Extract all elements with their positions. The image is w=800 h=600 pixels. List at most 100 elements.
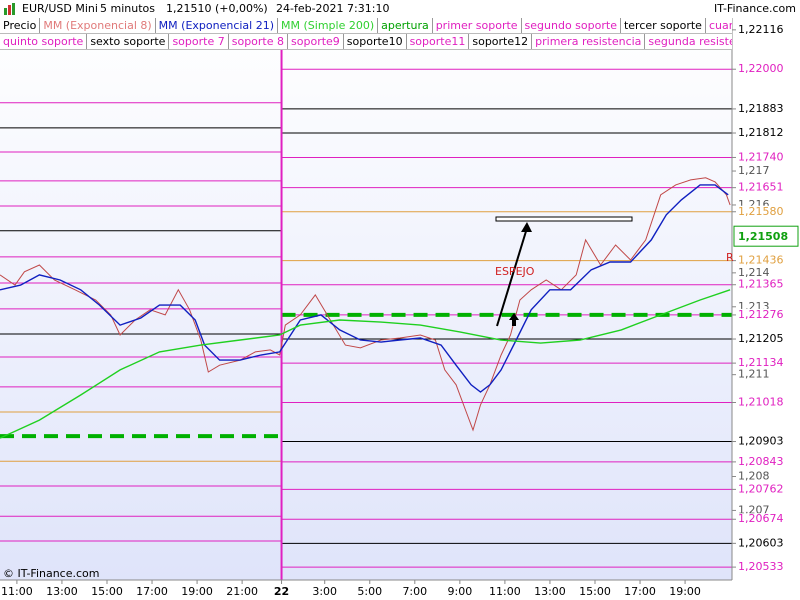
legend-entry: soporte 7 (169, 34, 229, 49)
level-label-bg (734, 278, 784, 291)
level-label: 1,20533 (738, 560, 784, 573)
last-quote: 1,21510 (+0,00%) (166, 2, 268, 15)
legend-entry: quinto soporte (0, 34, 88, 49)
symbol: EUR/USD Mini (22, 2, 98, 15)
legend-row: quinto soporte sexto soporte soporte 7 sopo… (0, 34, 732, 50)
legend-row: Precio MM (Exponencial 8) MM (Exponencial … (0, 18, 732, 34)
x-tick-label: 5:00 (357, 585, 382, 598)
level-label: 1,22116 (738, 23, 784, 36)
x-tick-label: 22 (274, 585, 289, 598)
legend-entry: segundo soporte (522, 18, 621, 33)
annotation: R (726, 251, 734, 264)
level-label-bg (734, 561, 784, 574)
site: IT-Finance.com (714, 2, 796, 15)
icon (4, 3, 15, 15)
series-line (0, 177, 731, 432)
legend-entry: soporte12 (469, 34, 533, 49)
level-label-bg (734, 181, 784, 194)
level-label: 1,20674 (738, 512, 784, 525)
x-tick-label: 15:00 (91, 585, 123, 598)
level-label: 1,21812 (738, 126, 784, 139)
legend-entry: primer soporte (433, 18, 522, 33)
level-label: 1,20762 (738, 482, 784, 495)
mirror-box (495, 216, 633, 222)
x-tick-label: 11:00 (1, 585, 33, 598)
level-label-bg (734, 308, 784, 321)
level-label-bg (734, 333, 784, 346)
legend-entry: primera resistencia (532, 34, 646, 49)
x-tick-label: 11:00 (489, 585, 521, 598)
level-label-bg (734, 102, 784, 115)
level-label-bg (734, 483, 784, 496)
level-label-bg (734, 23, 784, 36)
watermark: © IT-Finance.com (3, 567, 100, 580)
x-tick-label: 17:00 (136, 585, 168, 598)
x-tick-label: 19:00 (181, 585, 213, 598)
level-label: 1,21740 (738, 150, 784, 163)
last-price-box (733, 225, 799, 247)
level-label-bg (734, 455, 784, 468)
last-price-label: 1,21508 (738, 230, 788, 243)
y-tick-label: 1,214 (738, 266, 770, 279)
level-label: 1,21018 (738, 395, 784, 408)
level-label-bg (734, 357, 784, 370)
level-label-bg (734, 537, 784, 550)
level-label: 1,20903 (738, 435, 784, 448)
level-label-bg (734, 513, 784, 526)
x-tick-label: 13:00 (46, 585, 78, 598)
legend-entry: MM (Simple 200) (278, 18, 379, 33)
level-label: 1,21365 (738, 278, 784, 291)
datetime: 24-feb-2021 7:31:10 (276, 2, 390, 15)
level-label: 1,21580 (738, 205, 784, 218)
interval: 5 minutos (100, 2, 155, 15)
level-label: 1,20843 (738, 455, 784, 468)
price-axis-panel (732, 0, 800, 600)
x-tick-label: 13:00 (534, 585, 566, 598)
legend-entry: sexto soporte (87, 34, 170, 49)
x-tick-label: 9:00 (447, 585, 472, 598)
y-tick-label: 1,217 (738, 164, 770, 177)
plot-background (0, 20, 732, 580)
legend-entry: MM (Exponencial 21) (156, 18, 279, 33)
x-tick-label: 19:00 (669, 585, 701, 598)
level-label-bg (734, 63, 784, 76)
level-label: 1,21883 (738, 102, 784, 115)
x-tick-label: 21:00 (226, 585, 258, 598)
level-label: 1,22000 (738, 62, 784, 75)
level-label-bg (734, 205, 784, 218)
x-tick-label: 3:00 (312, 585, 337, 598)
legend-entry: soporte10 (344, 34, 407, 49)
level-label: 1,21651 (738, 181, 784, 194)
legend-entry: apertura (378, 18, 433, 33)
arrow-head (521, 222, 532, 232)
level-label: 1,21205 (738, 332, 784, 345)
level-label: 1,21276 (738, 308, 784, 321)
series-line (0, 289, 731, 439)
time-axis-panel (0, 580, 800, 600)
x-tick-label: 7:00 (402, 585, 427, 598)
header: EUR/USD Mini 5 minutos 1,21510 (+0,00%) … (0, 0, 800, 18)
y-tick-label: 1,207 (738, 503, 770, 516)
legend-entry: tercer soporte (621, 18, 706, 33)
level-label: 1,21134 (738, 356, 784, 369)
level-label-bg (734, 254, 784, 267)
level-label-bg (734, 127, 784, 140)
x-tick-label: 15:00 (579, 585, 611, 598)
legend-entry: soporte11 (407, 34, 470, 49)
level-label-bg (734, 396, 784, 409)
legend-entry: cuarto soporte (706, 18, 732, 33)
annotation: ESPEJO (495, 265, 535, 278)
legend-entry: segunda resistencia (645, 34, 732, 49)
arrow-line (496, 227, 528, 327)
level-label-bg (734, 151, 784, 164)
series-line (0, 184, 729, 393)
legend-entry: soporte9 (288, 34, 344, 49)
legend-entry: MM (Exponencial 8) (40, 18, 156, 33)
legend-entry: Precio (0, 18, 41, 33)
level-label: 1,21436 (738, 254, 784, 267)
y-tick-label: 1,208 (738, 469, 770, 482)
legend-entry: soporte 8 (229, 34, 289, 49)
x-tick-label: 17:00 (624, 585, 656, 598)
